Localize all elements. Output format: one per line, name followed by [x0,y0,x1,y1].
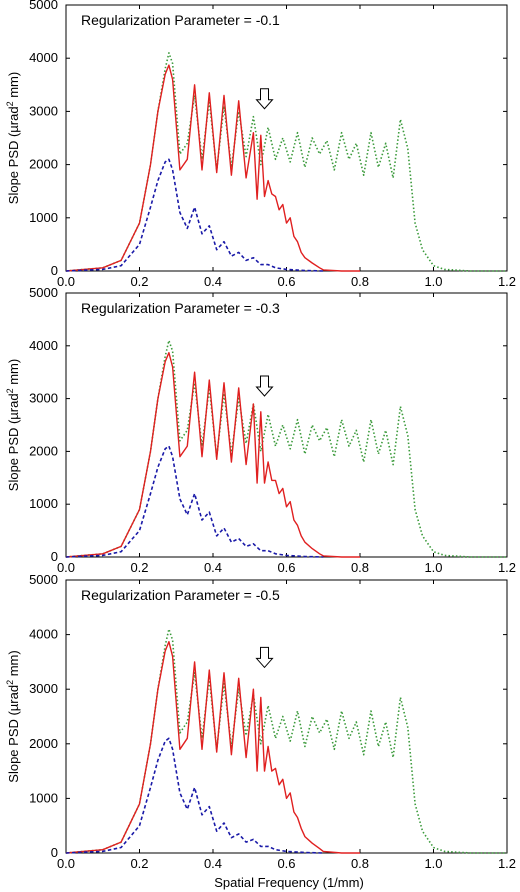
x-tick-label: 0.2 [130,856,148,871]
y-axis-title-suffix: mm) [6,650,21,680]
series-line-dashed [65,445,324,558]
regularization-annotation: Regularization Parameter = -0.1 [81,12,280,28]
series-line-dashed [65,158,324,272]
x-axis-title: Spatial Frequency (1/mm) [214,875,364,890]
series-line-dashed [65,737,324,854]
arrow-marker [255,375,274,397]
x-tick-label: 0.2 [130,274,148,289]
x-tick-label: 0.6 [277,560,295,575]
y-axis-title-unit-sup: 2 [5,101,15,106]
y-axis-title-panel-1: Slope PSD (µrad2 mm) [5,72,21,204]
y-axis-title-unit: µrad [6,685,21,711]
series-line-solid [65,641,360,854]
y-axis-title-unit: µrad [6,393,21,419]
x-tick-label: 1.2 [498,856,516,871]
y-tick-label: 0 [51,845,58,860]
y-tick-label: 0 [51,263,58,278]
y-axis-title-unit-sup: 2 [5,680,15,685]
y-tick-label: 1000 [29,210,58,225]
x-tick-label: 0.8 [351,856,369,871]
series-line-solid [65,352,360,558]
x-tick-label: 1.0 [424,560,442,575]
y-tick-label: 5000 [29,0,58,12]
y-tick-label: 1000 [29,496,58,511]
series-line-dotted [65,52,507,272]
x-tick-label: 1.2 [498,560,516,575]
y-axis-title-prefix: Slope PSD ( [6,132,21,204]
chart-panel-2: 0.0 0.2 0.4 0.6 0.8 1.0 1.2 0 1000 2000 3000 4000 50… [29,285,516,575]
y-axis-title-prefix: Slope PSD ( [6,711,21,783]
y-tick-label: 2000 [29,157,58,172]
x-tick-label: 0.0 [57,274,75,289]
y-tick-label: 0 [51,549,58,564]
y-tick-label: 3000 [29,103,58,118]
y-tick-label: 5000 [29,285,58,300]
y-axis-title-prefix: Slope PSD ( [6,419,21,491]
y-tick-label: 4000 [29,50,58,65]
x-tick-label: 0.8 [351,274,369,289]
y-tick-label: 4000 [29,627,58,642]
chart-panel-3: 0.0 0.2 0.4 0.6 0.8 1.0 1.2 0 1000 2000 3000 4000 50… [29,572,516,871]
y-axis-title-unit-sup: 2 [5,388,15,393]
x-tick-label: 0.8 [351,560,369,575]
x-tick-label: 1.0 [424,274,442,289]
x-tick-label: 0.4 [204,856,222,871]
plot-frame [65,292,508,558]
arrow-marker [255,646,274,669]
x-tick-label: 1.0 [424,856,442,871]
series-line-dotted [65,628,507,854]
x-tick-label: 0.0 [57,856,75,871]
x-tick-label: 0.2 [130,560,148,575]
regularization-annotation: Regularization Parameter = -0.5 [81,587,280,603]
y-tick-label: 4000 [29,338,58,353]
x-tick-label: 0.4 [204,560,222,575]
x-tick-label: 0.6 [277,274,295,289]
y-tick-label: 5000 [29,572,58,587]
y-axis-title: Slope PSD (µrad2 mm) [5,359,21,491]
chart-panel-1: 0.0 0.2 0.4 0.6 0.8 1.0 1.2 0 1000 2000 3000 4000 50… [29,0,516,289]
x-tick-label: 0.4 [204,274,222,289]
series-line-solid [65,64,360,272]
y-tick-label: 2000 [29,736,58,751]
plot-frame [65,4,508,272]
y-tick-label: 3000 [29,391,58,406]
x-tick-label: 0.0 [57,560,75,575]
y-tick-label: 1000 [29,790,58,805]
plot-frame [65,579,508,854]
x-tick-label: 0.6 [277,856,295,871]
y-tick-label: 2000 [29,443,58,458]
y-axis-title-panel-3: Slope PSD (µrad2 mm) [5,650,21,782]
y-axis-title-suffix: mm) [6,359,21,389]
y-axis-title-unit: µrad [6,106,21,132]
arrow-marker [255,88,274,110]
regularization-annotation: Regularization Parameter = -0.3 [81,300,280,316]
x-tick-label: 1.2 [498,274,516,289]
y-tick-label: 3000 [29,681,58,696]
y-axis-title-suffix: mm) [6,72,21,102]
